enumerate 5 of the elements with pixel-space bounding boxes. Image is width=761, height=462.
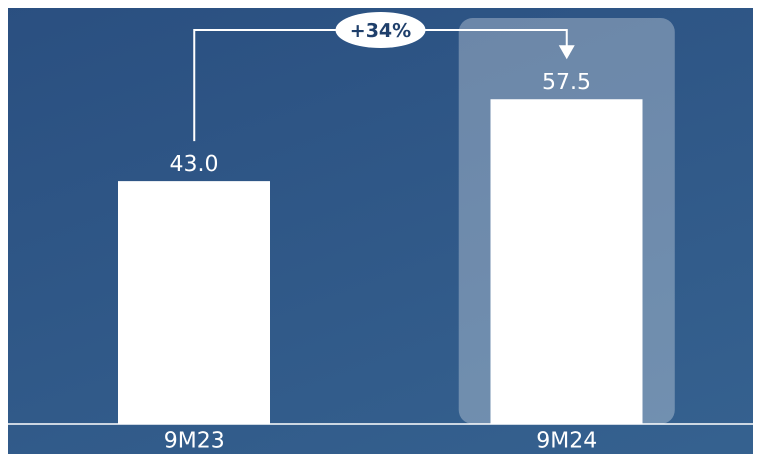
x-tick-label: 9M23	[164, 428, 225, 454]
data-label: 43.0	[170, 152, 218, 178]
text: +34%	[350, 20, 412, 42]
x-tick-label: 9M24	[536, 428, 598, 454]
data-label: 57.5	[542, 70, 591, 96]
